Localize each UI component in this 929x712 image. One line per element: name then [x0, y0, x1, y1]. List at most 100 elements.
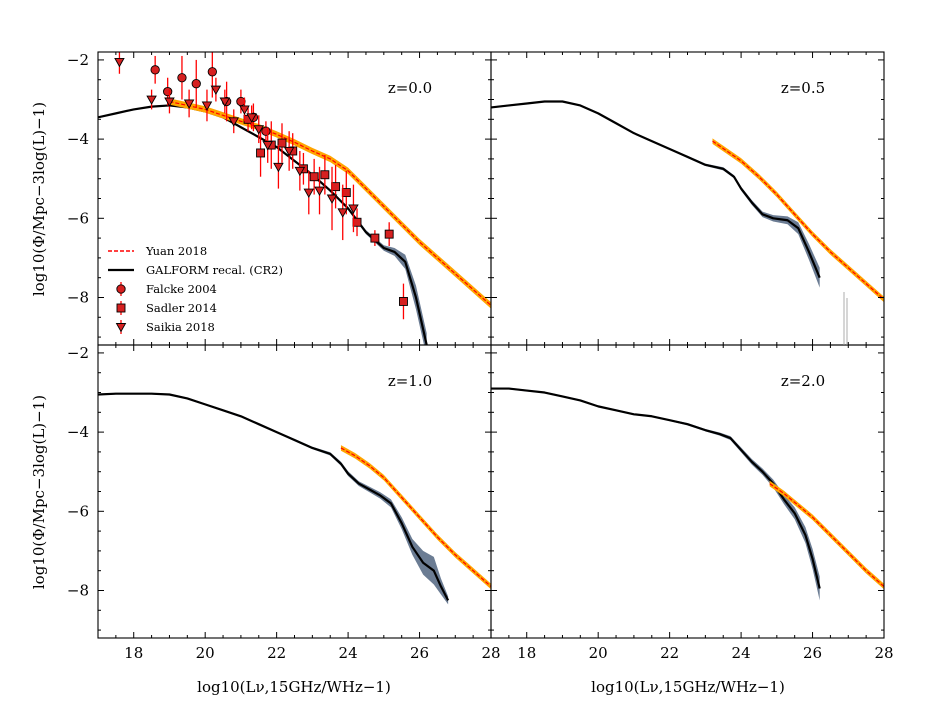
legend-marker-falcke — [116, 284, 126, 294]
panel-2-ticks — [97, 345, 492, 638]
sadler-point — [256, 148, 266, 158]
x-tick-label: 28 — [874, 644, 893, 662]
panel-z05 — [490, 51, 885, 346]
sadler-point — [384, 229, 394, 239]
panel-z1 — [97, 344, 492, 639]
y-tick-label: −2 — [67, 51, 89, 69]
z-label-panel-0: z=0.0 — [388, 79, 432, 97]
falcke-point — [150, 65, 160, 75]
saikia-point — [183, 99, 195, 109]
panel-3-ticks — [490, 345, 885, 638]
saikia-point — [262, 141, 273, 151]
sadler-point — [352, 217, 362, 227]
x-tick-label: 20 — [196, 644, 215, 662]
legend-label-saikia: Saikia 2018 — [146, 320, 215, 334]
galform-line — [98, 392, 450, 601]
x-tick-label: 24 — [339, 644, 358, 662]
sadler-point — [399, 296, 408, 306]
legend-label-sadler: Sadler 2014 — [146, 301, 217, 315]
saikia-point — [146, 95, 157, 105]
legend: Yuan 2018 GALFORM recal. (CR2) Falcke 20… — [108, 244, 283, 334]
y-axis-label-bottom: log10(Φ/Mpc−3log(L)−1) — [30, 395, 48, 589]
saikia-point — [337, 208, 349, 218]
x-tick-label: 20 — [589, 644, 608, 662]
falcke-point — [163, 86, 173, 97]
x-tick-label: 22 — [660, 644, 679, 662]
z05-edge-artifact — [843, 292, 848, 345]
saikia-point — [253, 125, 265, 135]
galform-line — [491, 100, 821, 279]
x-axis-label-left: log10(Lν,15GHz/WHz−1) — [197, 678, 391, 696]
saikia-point — [314, 186, 325, 196]
saikia-point — [246, 113, 257, 123]
galform-line — [98, 104, 428, 345]
saikia-point — [273, 162, 284, 173]
x-tick-label: 26 — [803, 644, 822, 662]
x-tick-label: 18 — [124, 644, 143, 662]
y-tick-label: −6 — [67, 209, 89, 227]
x-tick-label: 24 — [732, 644, 751, 662]
sadler-point — [331, 182, 341, 192]
saikia-point — [114, 57, 125, 68]
x-tick-label: 26 — [410, 644, 429, 662]
legend-label-yuan: Yuan 2018 — [145, 244, 207, 258]
panel-0-data — [98, 52, 491, 345]
falcke-point — [177, 73, 187, 83]
y-tick-label: −8 — [67, 581, 89, 599]
panel-z2 — [490, 344, 885, 639]
saikia-point — [303, 188, 315, 198]
yuan-line — [340, 447, 491, 587]
falcke-point — [207, 67, 217, 77]
panel-z0 — [97, 51, 492, 346]
yuan-band — [712, 138, 884, 303]
legend-marker-sadler — [116, 303, 126, 313]
yuan-band — [769, 480, 884, 590]
x-tick-label: 28 — [481, 644, 500, 662]
y-tick-label: −6 — [67, 502, 89, 520]
y-axis-label-top: log10(Φ/Mpc−3log(L)−1) — [30, 102, 48, 296]
yuan-band — [169, 98, 491, 309]
legend-label-galform: GALFORM recal. (CR2) — [146, 263, 283, 277]
y-tick-label: −8 — [67, 288, 89, 306]
x-tick-label: 22 — [267, 644, 286, 662]
sadler-point — [309, 172, 319, 182]
falcke-point — [261, 126, 271, 136]
z-label-panel-1: z=0.5 — [781, 79, 825, 97]
saikia-point — [228, 117, 240, 127]
sadler-point — [277, 138, 287, 148]
y-tick-label: −2 — [67, 344, 89, 362]
sadler-point — [370, 233, 380, 243]
x-axis-label-right: log10(Lν,15GHz/WHz−1) — [591, 678, 785, 696]
saikia-point — [164, 97, 175, 107]
sadler-point — [341, 188, 351, 198]
saikia-point — [201, 101, 213, 111]
saikia-point — [348, 204, 359, 214]
panel-0-ticks — [97, 52, 492, 345]
legend-label-falcke: Falcke 2004 — [146, 282, 217, 296]
z-label-panel-3: z=2.0 — [781, 372, 825, 390]
saikia-point — [283, 147, 295, 157]
yuan-line — [769, 483, 884, 587]
panel-3-data — [491, 387, 884, 601]
legend-marker-saikia — [115, 323, 127, 333]
y-tick-label: −4 — [67, 423, 89, 441]
sadler-point — [320, 170, 330, 180]
saikia-point — [239, 105, 250, 115]
falcke-point — [191, 79, 201, 89]
panel-2-data — [98, 392, 491, 605]
x-tick-label: 18 — [517, 644, 536, 662]
panel-1-data — [491, 100, 884, 303]
tick-labels: −2 −4 −6 −8 −2 −4 −6 −8 18 20 22 24 26 28 18 20 22 24 26 28 — [67, 51, 894, 662]
yuan-band — [340, 445, 491, 590]
saikia-point — [326, 194, 338, 204]
yuan-line — [712, 140, 884, 300]
galform-line — [491, 387, 821, 589]
z-label-panel-2: z=1.0 — [388, 372, 432, 390]
yuan-line — [169, 100, 491, 306]
saikia-point — [294, 166, 306, 177]
saikia-point — [219, 97, 231, 107]
y-tick-label: −4 — [67, 130, 89, 148]
galform-band — [98, 392, 449, 605]
galform-band — [491, 100, 820, 288]
